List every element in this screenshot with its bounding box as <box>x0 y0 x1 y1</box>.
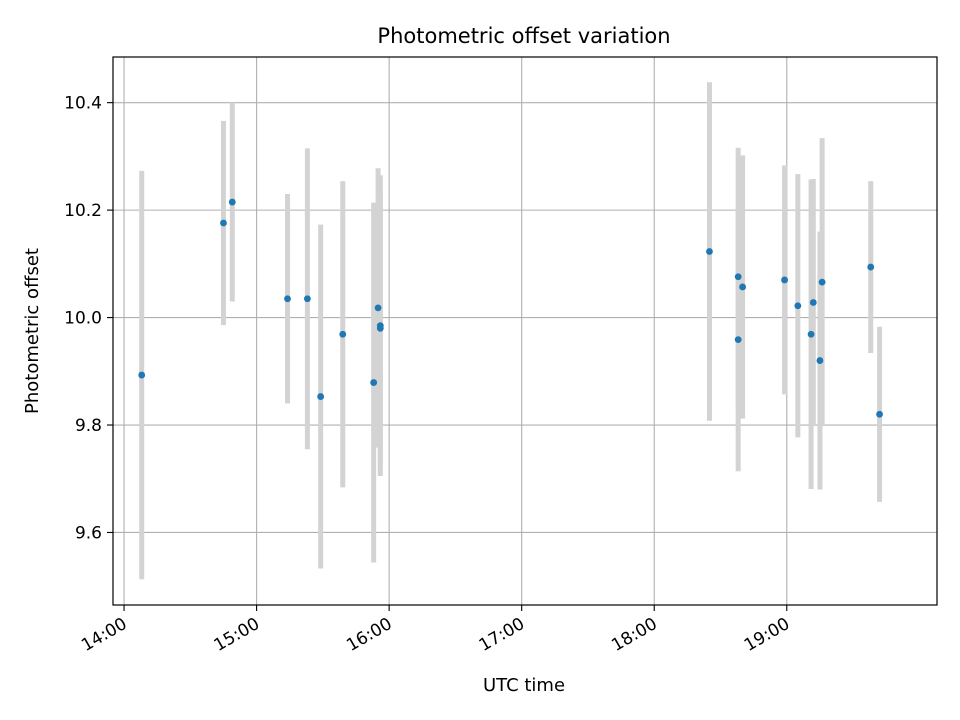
data-point <box>370 379 378 386</box>
y-tick-label: 9.6 <box>75 523 102 543</box>
x-tick-label: 18:00 <box>608 614 660 656</box>
x-tick-label: 19:00 <box>741 614 793 656</box>
y-tick-label: 10.2 <box>64 201 102 221</box>
y-axis: 9.6 9.8 10.0 10.2 10.4 <box>64 94 113 543</box>
x-tick-label: 15:00 <box>211 614 263 656</box>
data-point <box>228 198 236 206</box>
x-tick-label: 16:00 <box>343 614 395 656</box>
data-point <box>220 219 227 227</box>
data-point <box>284 295 291 303</box>
data-point <box>867 263 875 271</box>
data-point <box>809 299 817 306</box>
data-point <box>816 357 824 364</box>
data-point <box>739 283 746 291</box>
data-point <box>376 324 384 332</box>
data-point <box>794 302 802 310</box>
chart-title: Photometric offset variation <box>377 24 670 48</box>
data-point <box>374 304 382 312</box>
data-point <box>304 295 311 303</box>
data-point <box>876 410 883 418</box>
data-points <box>138 198 883 418</box>
x-tick-label: 17:00 <box>476 614 528 656</box>
data-point <box>138 371 146 379</box>
y-tick-label: 10.0 <box>64 309 102 329</box>
y-axis-label: Photometric offset <box>22 248 43 414</box>
error-bars <box>139 82 883 580</box>
y-tick-label: 9.8 <box>75 416 102 436</box>
x-axis-label: UTC time <box>483 675 565 696</box>
data-point <box>734 273 742 281</box>
data-point <box>706 248 713 255</box>
data-point <box>818 278 826 286</box>
plot-frame <box>112 56 938 606</box>
data-point <box>781 276 788 284</box>
data-point <box>339 330 347 338</box>
data-point <box>807 330 815 338</box>
data-point <box>317 393 325 400</box>
y-tick-label: 10.4 <box>64 94 102 114</box>
data-point <box>734 336 742 343</box>
x-axis: 14:00 15:00 16:00 17:00 18:00 19:00 <box>78 605 793 656</box>
x-tick-label: 14:00 <box>78 614 130 656</box>
